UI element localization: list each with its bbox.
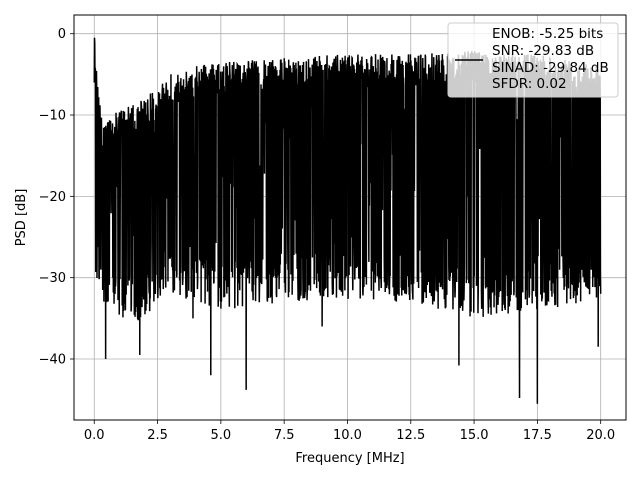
y-tick-label: −30	[39, 271, 66, 286]
x-tick-label: 10.0	[333, 428, 362, 443]
y-tick-label: 0	[58, 27, 66, 42]
x-tick-label: 2.5	[147, 428, 168, 443]
x-tick-label: 20.0	[586, 428, 615, 443]
x-tick-label: 17.5	[523, 428, 552, 443]
x-tick-label: 15.0	[460, 428, 489, 443]
legend-line-sinad: SINAD: -29.84 dB	[492, 60, 609, 76]
legend-line-sfdr: SFDR: 0.02	[492, 76, 567, 92]
y-tick-label: −10	[39, 109, 66, 124]
y-axis-label: PSD [dB]	[14, 189, 29, 247]
x-axis-ticks: 0.0 2.5 5.0 7.5 10.0 12.5 15.0 17.5 20.0	[84, 420, 615, 443]
x-tick-label: 0.0	[84, 428, 105, 443]
psd-series-line	[93, 37, 602, 404]
x-axis-label: Frequency [MHz]	[295, 451, 404, 466]
plot-area	[93, 37, 602, 404]
x-tick-label: 12.5	[396, 428, 425, 443]
y-axis-ticks: 0 −10 −20 −30 −40	[39, 27, 74, 368]
legend: ENOB: -5.25 bits SNR: -29.83 dB SINAD: -…	[447, 22, 619, 98]
legend-line-snr: SNR: -29.83 dB	[492, 43, 594, 59]
x-tick-label: 5.0	[211, 428, 232, 443]
x-tick-label: 7.5	[274, 428, 295, 443]
axes-frame	[73, 14, 627, 421]
y-tick-label: −40	[39, 353, 66, 368]
legend-box	[447, 22, 619, 98]
legend-line-enob: ENOB: -5.25 bits	[492, 26, 603, 42]
y-tick-label: −20	[39, 190, 66, 205]
